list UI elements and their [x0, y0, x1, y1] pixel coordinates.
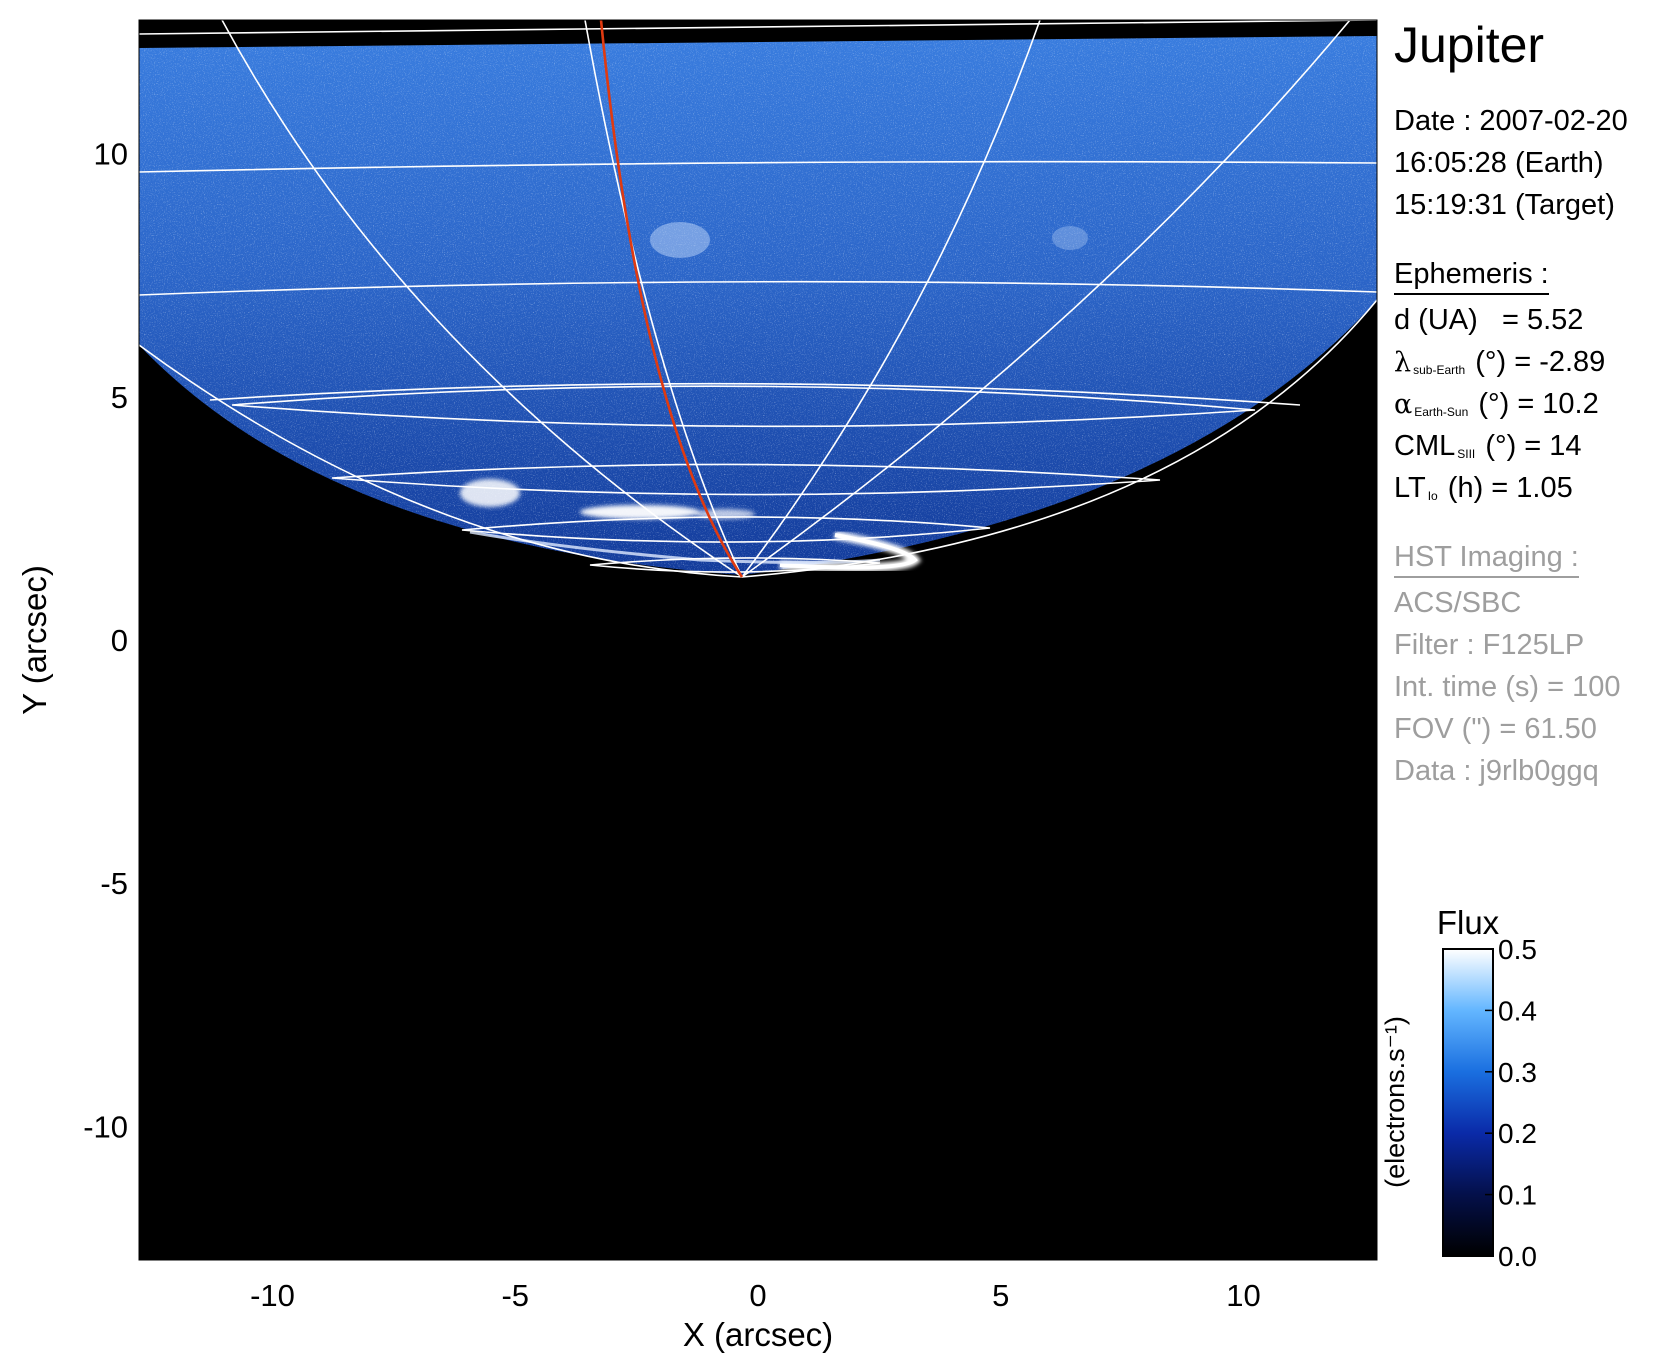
colorbar-label: (electrons.s⁻¹) — [1380, 1016, 1410, 1188]
x-tick-label: 10 — [1226, 1278, 1260, 1313]
colorbar-tick-label: 0.1 — [1498, 1180, 1537, 1211]
colorbar-tick-label: 0.3 — [1498, 1057, 1537, 1088]
ephemeris-io-local-time: LT Io (h) = 1.05 — [1394, 472, 1573, 504]
ephemeris-distance: d (UA) = 5.52 — [1394, 304, 1584, 336]
ephemeris-phase-angle: α Earth-Sun (°) = 10.2 — [1394, 388, 1599, 420]
ephemeris-sub-earth-latitude: λ sub-Earth (°) = -2.89 — [1394, 346, 1606, 378]
central-meridian-line — [599, 20, 744, 578]
imaging-instrument: ACS/SBC — [1394, 587, 1522, 619]
colorbar-frame — [1442, 948, 1494, 1257]
imaging-heading: HST Imaging : — [1394, 541, 1579, 578]
x-tick-label: -5 — [501, 1278, 529, 1313]
planet-disk — [139, 20, 1377, 575]
colorbar-tick-label: 0.0 — [1498, 1241, 1537, 1272]
x-axis-ticks: -10 -5 0 5 10 — [250, 1278, 1261, 1313]
ephemeris-heading: Ephemeris : — [1394, 258, 1549, 295]
colorbar-tick-label: 0.4 — [1498, 995, 1537, 1026]
y-axis-label: Y (arcsec) — [16, 565, 53, 715]
observation-date: Date : 2007-02-20 — [1394, 105, 1628, 137]
colorbar-tick-label: 0.2 — [1498, 1118, 1537, 1149]
plot-frame — [138, 19, 1378, 1261]
x-tick-label: -10 — [250, 1278, 295, 1313]
x-axis-label: X (arcsec) — [683, 1316, 833, 1353]
lat-long-grid — [139, 20, 1377, 578]
imaging-fov: FOV (") = 61.50 — [1394, 713, 1597, 745]
y-tick-label: 10 — [94, 137, 128, 172]
imaging-filter: Filter : F125LP — [1394, 629, 1585, 661]
earth-time: 16:05:28 (Earth) — [1394, 147, 1604, 179]
colorbar-title: Flux — [1437, 904, 1500, 941]
ephemeris-cml: CML SIII (°) = 14 — [1394, 430, 1582, 462]
colorbar-ticks: 0.5 0.4 0.3 0.2 0.1 0.0 — [1485, 934, 1537, 1272]
colorbar-tick-label: 0.5 — [1498, 934, 1537, 965]
y-tick-label: -5 — [100, 866, 128, 901]
imaging-data-id: Data : j9rlb0ggq — [1394, 755, 1599, 787]
y-axis-ticks: 10 5 0 -5 -10 — [83, 137, 128, 1145]
y-tick-label: -10 — [83, 1109, 128, 1144]
x-tick-label: 5 — [992, 1278, 1009, 1313]
colorbar — [1443, 949, 1493, 1256]
x-tick-label: 0 — [749, 1278, 766, 1313]
y-tick-label: 5 — [111, 380, 128, 415]
imaging-integration-time: Int. time (s) = 100 — [1394, 671, 1621, 703]
y-tick-label: 0 — [111, 623, 128, 658]
target-time: 15:19:31 (Target) — [1394, 189, 1615, 221]
target-title: Jupiter — [1394, 17, 1545, 73]
